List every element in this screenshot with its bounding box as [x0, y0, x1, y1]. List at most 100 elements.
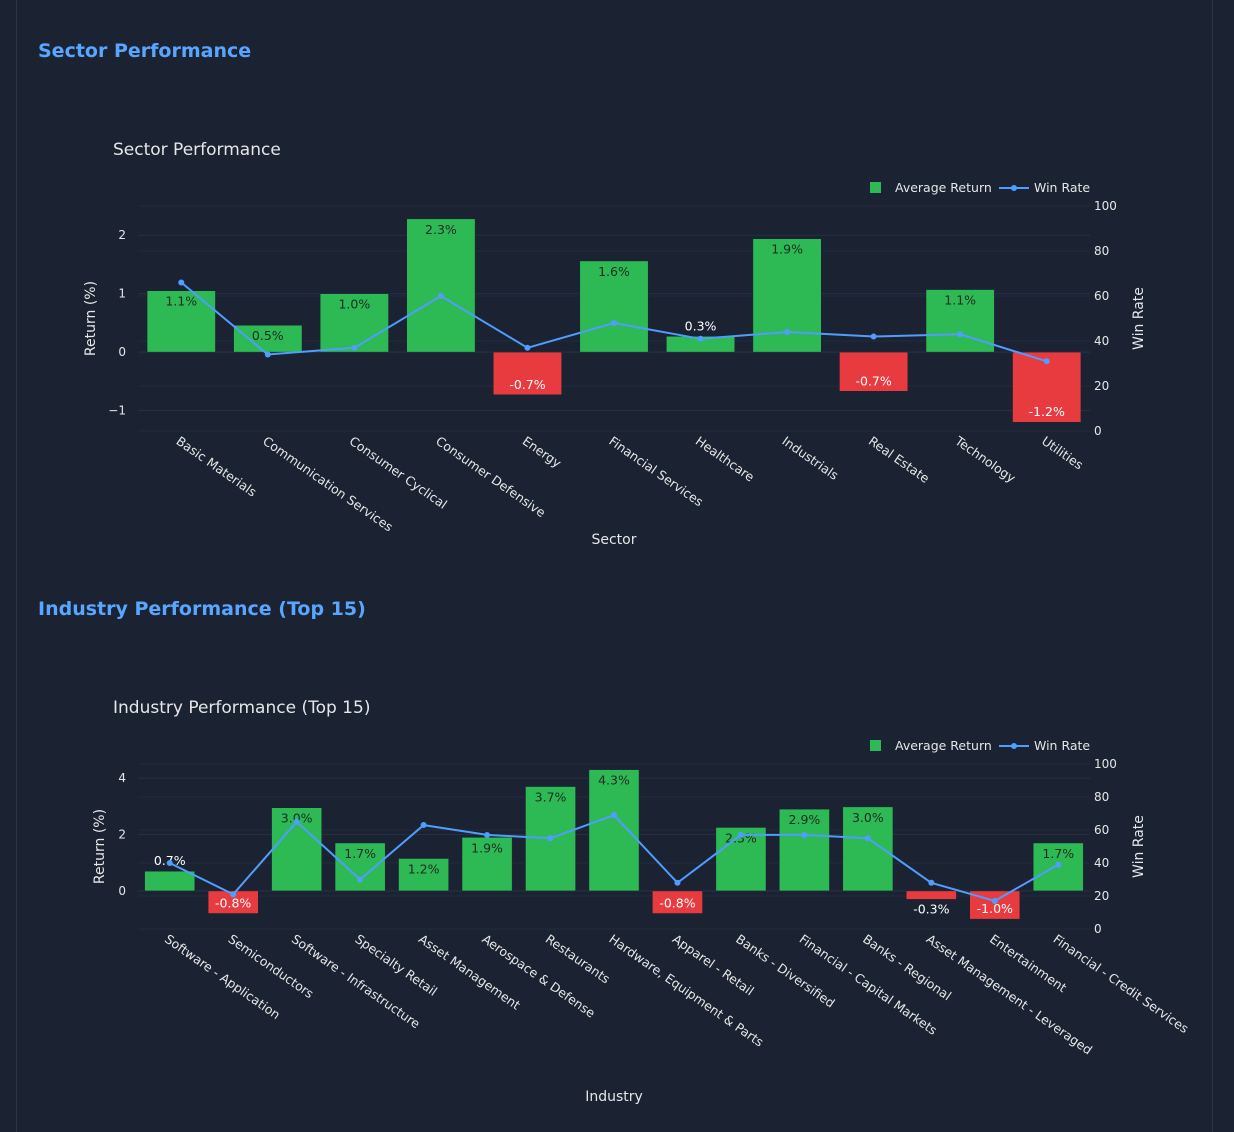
- win-rate-point: [437, 293, 444, 299]
- x-tick-label: Software - Infrastructure: [289, 931, 423, 1031]
- bar-data-label: -0.3%: [913, 901, 949, 916]
- win-rate-point: [264, 351, 271, 358]
- y-tick-label: 0: [118, 884, 126, 898]
- win-rate-point: [1055, 861, 1062, 868]
- bar-data-label: 1.6%: [598, 264, 630, 279]
- bar-data-label: 1.1%: [944, 293, 976, 308]
- x-tick-label: Energy: [520, 433, 565, 471]
- bar-data-label: -0.7%: [855, 373, 891, 388]
- y2-tick-label: 100: [1094, 757, 1117, 771]
- sector-performance-chart: Sector Performance −1 0 1 2 0 20 40 60 80 100 Retur…: [0, 100, 1234, 560]
- bar-data-label: 3.0%: [852, 810, 884, 825]
- x-tick-label: Financial Services: [606, 433, 706, 509]
- bar-data-label: 0.3%: [685, 318, 717, 333]
- bar-data-label: 2.9%: [789, 812, 821, 827]
- x-tick-label: Real Estate: [866, 433, 933, 486]
- win-rate-point: [991, 897, 998, 904]
- bar-data-label: 1.7%: [344, 846, 376, 861]
- y2-tick-label: 60: [1094, 289, 1109, 303]
- bar-average-return: [493, 351, 562, 396]
- y-tick-label: 2: [118, 228, 126, 242]
- bar-data-label: 0.5%: [252, 328, 284, 343]
- bar-average-return: [144, 870, 196, 892]
- bar-average-return: [334, 842, 386, 892]
- bar-data-label: 1.2%: [408, 861, 440, 876]
- sector-chart-svg: Sector Performance−1012020406080100Retur…: [83, 140, 1147, 548]
- win-rate-point: [674, 879, 681, 886]
- bar-data-label: 1.9%: [771, 242, 803, 257]
- y2-tick-label: 100: [1094, 199, 1117, 213]
- x-tick-label: Utilities: [1039, 433, 1086, 472]
- bar-data-label: -0.7%: [509, 377, 545, 392]
- legend-swatch-average-return: [870, 182, 881, 193]
- y2-tick-label: 80: [1094, 790, 1109, 804]
- x-tick-label: Healthcare: [693, 433, 758, 485]
- bar-data-label: 1.1%: [165, 294, 197, 309]
- industry-performance-chart: Industry Performance (Top 15) 0 2 4 0 20 40 60 8…: [0, 660, 1234, 1120]
- y-tick-label: 4: [118, 771, 126, 785]
- win-rate-point: [611, 812, 617, 819]
- win-rate-point: [420, 822, 427, 829]
- win-rate-point: [484, 831, 491, 838]
- bar-average-return: [233, 324, 303, 353]
- bar-average-return: [461, 837, 513, 892]
- bar-data-label: 1.0%: [338, 297, 370, 312]
- bar-average-return: [652, 890, 703, 914]
- win-rate-point: [611, 320, 617, 326]
- y2-tick-label: 0: [1094, 424, 1102, 438]
- bar-data-label: 2.3%: [425, 222, 457, 237]
- y2-tick-label: 40: [1094, 334, 1109, 348]
- y-axis-title: Return (%): [92, 809, 108, 884]
- bar-data-label: -1.2%: [1029, 404, 1065, 419]
- bar-data-label: 3.0%: [281, 811, 313, 826]
- bar-data-label: -0.8%: [215, 895, 251, 910]
- bar-average-return: [398, 858, 449, 892]
- win-rate-point: [524, 344, 531, 351]
- x-tick-label: Technology: [952, 433, 1019, 486]
- win-rate-point: [697, 335, 704, 342]
- industry-chart-svg: Industry Performance (Top 15)02402040608…: [92, 698, 1192, 1105]
- x-axis-title: Sector: [591, 532, 636, 548]
- legend-label-average-return: Average Return: [895, 180, 992, 195]
- x-tick-label: Asset Management: [416, 931, 523, 1012]
- y2-tick-label: 80: [1094, 244, 1109, 258]
- bar-average-return: [839, 351, 909, 392]
- y2-tick-label: 20: [1094, 889, 1109, 903]
- bar-average-return: [779, 808, 830, 892]
- page-frame: [16, 0, 1213, 1132]
- y-tick-label: 1: [118, 287, 126, 301]
- bar-data-label: -1.0%: [977, 901, 1013, 916]
- y2-tick-label: 60: [1094, 823, 1109, 837]
- bar-average-return: [906, 890, 957, 900]
- win-rate-point: [230, 891, 237, 898]
- chart-title: Industry Performance (Top 15): [113, 698, 370, 718]
- bar-average-return: [715, 827, 767, 892]
- y-axis-title: Return (%): [83, 281, 99, 356]
- bar-data-label: -0.8%: [659, 895, 695, 910]
- win-rate-point: [293, 818, 300, 825]
- win-rate-point: [737, 831, 744, 838]
- bar-average-return: [207, 890, 259, 914]
- x-tick-label: Aerospace & Defense: [479, 931, 598, 1021]
- y-tick-label: −1: [108, 404, 126, 418]
- legend-label-average-return: Average Return: [895, 738, 992, 753]
- chart-title: Sector Performance: [113, 140, 281, 160]
- win-rate-point: [547, 835, 554, 842]
- bar-average-return: [588, 769, 640, 892]
- y2-tick-label: 0: [1094, 922, 1102, 936]
- x-tick-label: Software - Application: [162, 931, 283, 1022]
- industry-section-heading: Industry Performance (Top 15): [38, 598, 366, 620]
- bar-data-label: 3.7%: [535, 790, 567, 805]
- x-tick-label: Financial - Credit Services: [1051, 931, 1192, 1036]
- win-rate-point: [928, 879, 935, 886]
- legend-swatch-average-return: [870, 740, 881, 751]
- x-tick-label: Industrials: [779, 433, 841, 483]
- y2-tick-label: 40: [1094, 856, 1109, 870]
- bar-average-return: [579, 260, 649, 353]
- y2-axis-title: Win Rate: [1131, 287, 1147, 350]
- win-rate-point: [957, 331, 964, 338]
- legend-swatch-win-rate-point: [1011, 743, 1017, 749]
- x-axis-title: Industry: [585, 1089, 643, 1105]
- win-rate-point: [1043, 358, 1050, 365]
- sector-section-heading: Sector Performance: [38, 40, 252, 62]
